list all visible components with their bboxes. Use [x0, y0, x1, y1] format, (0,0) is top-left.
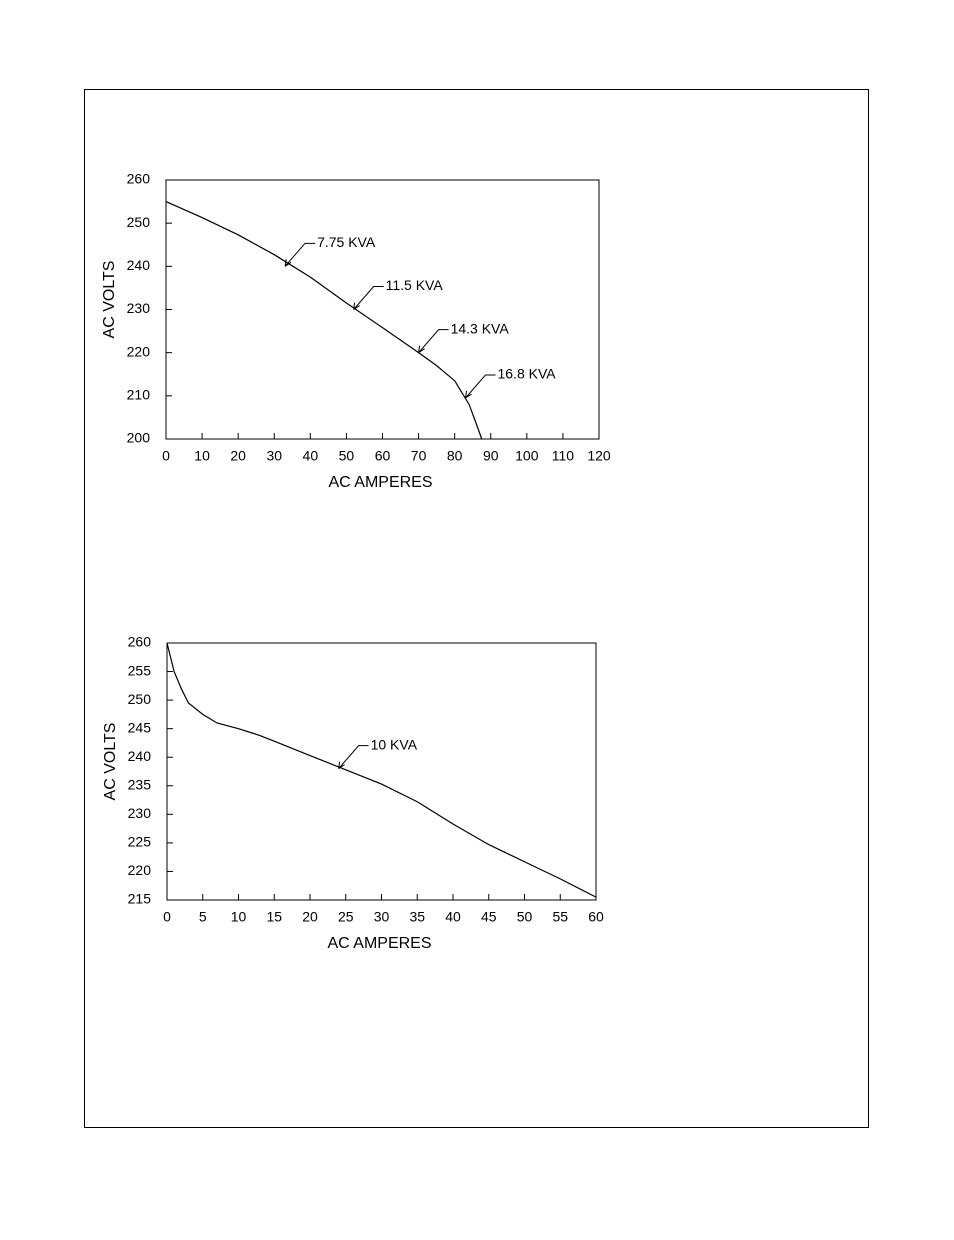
annotation-label: 14.3 KVA [451, 320, 510, 336]
x-tick-label: 20 [230, 448, 246, 464]
page-border [84, 89, 869, 1128]
x-tick-label: 35 [409, 909, 425, 925]
x-tick-label: 120 [587, 448, 611, 464]
y-axis-label: AC VOLTS [102, 723, 119, 801]
y-tick-label: 260 [128, 634, 152, 650]
annotation-arrow [418, 329, 449, 354]
plot-frame [165, 179, 600, 440]
y-tick-label: 220 [127, 343, 151, 359]
x-tick-label: 90 [483, 448, 499, 464]
x-axis-label: AC AMPERES [327, 935, 431, 952]
y-tick-label: 210 [127, 387, 151, 403]
x-tick-label: 5 [199, 909, 207, 925]
x-tick-label: 0 [163, 909, 171, 925]
y-tick-label: 225 [128, 834, 152, 850]
y-tick-label: 250 [127, 214, 151, 230]
annotation-arrow [284, 242, 316, 267]
y-tick-label: 215 [128, 891, 152, 907]
annotation-arrow [338, 745, 369, 770]
y-tick-label: 230 [127, 300, 151, 316]
x-tick-label: 50 [339, 448, 355, 464]
y-tick-label: 240 [128, 748, 152, 764]
x-tick-label: 30 [266, 448, 282, 464]
x-tick-label: 60 [588, 909, 604, 925]
y-tick-label: 235 [128, 776, 152, 792]
annotation-label: 10 KVA [371, 736, 418, 752]
annotation-label: 11.5 KVA [386, 277, 444, 293]
x-tick-label: 100 [515, 448, 539, 464]
y-tick-label: 260 [127, 171, 151, 187]
annotation-label: 16.8 KVA [497, 366, 556, 382]
x-tick-label: 110 [552, 448, 575, 464]
annotation-label: 7.75 KVA [317, 234, 376, 250]
annotation-arrow [464, 374, 496, 399]
series-line [166, 642, 597, 898]
x-tick-label: 10 [231, 909, 247, 925]
x-tick-label: 80 [447, 448, 463, 464]
x-axis-label: AC AMPERES [328, 474, 432, 491]
x-tick-label: 45 [481, 909, 497, 925]
plot-frame [166, 642, 597, 901]
x-tick-label: 30 [374, 909, 390, 925]
x-tick-label: 55 [552, 909, 568, 925]
y-tick-label: 255 [128, 662, 152, 678]
x-tick-label: 70 [411, 448, 427, 464]
x-tick-label: 15 [266, 909, 282, 925]
x-tick-label: 0 [162, 448, 170, 464]
x-tick-label: 25 [338, 909, 354, 925]
x-tick-label: 10 [194, 448, 210, 464]
x-tick-label: 20 [302, 909, 318, 925]
x-tick-label: 60 [375, 448, 391, 464]
y-tick-label: 245 [128, 719, 152, 735]
series-line [165, 201, 483, 440]
y-tick-label: 230 [128, 805, 152, 821]
annotation-arrow [353, 286, 384, 310]
y-tick-label: 240 [127, 257, 151, 273]
x-tick-label: 50 [517, 909, 533, 925]
y-axis-label: AC VOLTS [101, 261, 118, 339]
y-tick-label: 250 [128, 691, 152, 707]
y-tick-label: 200 [127, 430, 151, 446]
y-tick-label: 220 [128, 862, 152, 878]
x-tick-label: 40 [303, 448, 319, 464]
x-tick-label: 40 [445, 909, 461, 925]
